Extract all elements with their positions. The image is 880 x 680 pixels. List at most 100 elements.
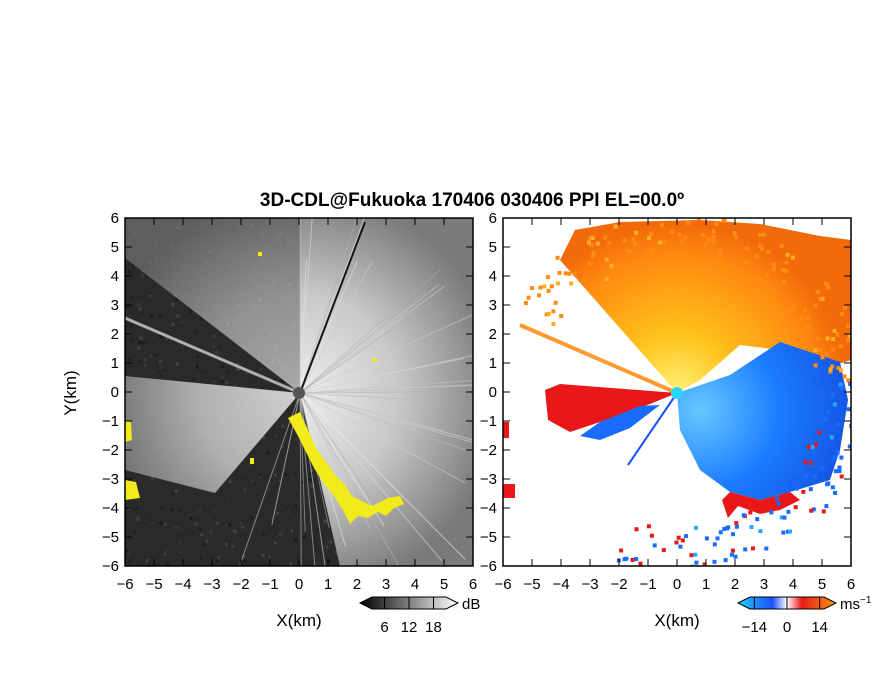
noise-pixel xyxy=(197,501,201,505)
noise-pixel xyxy=(154,353,158,357)
x-tick-label: 6 xyxy=(847,576,855,593)
noise-pixel xyxy=(137,346,140,350)
noise-pixel xyxy=(228,523,231,527)
noise-pixel xyxy=(227,370,231,374)
noise-pixel xyxy=(127,358,131,362)
velocity-speckle xyxy=(794,486,799,491)
noise-pixel xyxy=(179,509,183,513)
noise-pixel xyxy=(309,472,313,476)
noise-pixel xyxy=(125,549,129,553)
velocity-speckle xyxy=(749,525,754,529)
noise-pixel xyxy=(127,270,131,274)
velocity-speckle xyxy=(843,305,847,310)
noise-pixel xyxy=(176,362,180,366)
velocity-speckle xyxy=(764,546,769,551)
velocity-speckle xyxy=(717,253,722,258)
noise-pixel xyxy=(136,488,140,491)
velocity-speckle xyxy=(812,475,817,480)
noise-pixel xyxy=(281,424,285,428)
noise-pixel xyxy=(217,378,221,381)
y-tick-label: −5 xyxy=(102,529,119,546)
x-tick-label: 1 xyxy=(702,576,710,593)
noise-pixel xyxy=(215,350,219,354)
velocity-speckle xyxy=(634,557,639,561)
noise-pixel xyxy=(243,488,247,492)
velocity-speckle xyxy=(614,268,619,273)
noise-pixel xyxy=(143,363,147,367)
y-tick-label: −1 xyxy=(480,413,497,430)
velocity-speckle xyxy=(722,526,727,531)
velocity-colorbar: −14 0 14 ms−1 xyxy=(736,595,872,636)
x-tick-label: −5 xyxy=(523,576,540,593)
velocity-speckle xyxy=(806,444,811,449)
reflectivity-blocked-ray xyxy=(299,221,366,394)
y-tick-label: 6 xyxy=(111,210,119,227)
y-tick-label: 0 xyxy=(111,384,119,401)
velocity-speckle xyxy=(637,568,641,572)
x-tick-label: 2 xyxy=(353,576,361,593)
velocity-speckle xyxy=(646,249,651,254)
y-tick-label: 4 xyxy=(489,268,497,285)
velocity-speckle xyxy=(781,530,786,535)
noise-pixel xyxy=(273,473,277,477)
velocity-speckle xyxy=(835,450,840,455)
velocity-speckle xyxy=(694,560,699,565)
noise-pixel xyxy=(159,366,163,370)
y-tick-label: −5 xyxy=(480,529,497,546)
velocity-speckle xyxy=(660,223,664,228)
velocity-speckle xyxy=(793,505,798,510)
velocity-speckle xyxy=(847,444,851,449)
noise-pixel xyxy=(318,560,321,564)
echo-ray xyxy=(299,392,400,566)
velocity-speckle xyxy=(696,218,701,221)
noise-pixel xyxy=(212,380,216,383)
radar-site-left xyxy=(293,387,305,399)
noise-pixel xyxy=(138,360,142,364)
echo-ray xyxy=(299,392,466,484)
velocity-speckle xyxy=(734,235,739,240)
velocity-streak-south xyxy=(627,392,678,466)
noise-pixel xyxy=(241,525,245,529)
velocity-speckle xyxy=(820,466,825,471)
velocity-speckle xyxy=(680,538,685,543)
velocity-speckle xyxy=(855,339,859,343)
velocity-speckle xyxy=(813,363,818,368)
noise-pixel xyxy=(266,451,270,455)
velocity-speckle xyxy=(704,536,709,541)
velocity-speckle xyxy=(804,474,809,479)
noise-pixel xyxy=(232,529,236,533)
velocity-speckle xyxy=(808,461,813,465)
velocity-speckle xyxy=(734,524,739,529)
echo-ray xyxy=(299,302,431,394)
noise-pixel xyxy=(258,473,262,477)
noise-pixel xyxy=(225,381,229,385)
noise-pixel xyxy=(196,320,200,324)
velocity-speckle xyxy=(849,423,851,428)
noise-pixel xyxy=(329,540,333,544)
noise-pixel xyxy=(273,434,277,438)
velocity-speckle xyxy=(755,517,760,522)
velocity-speckle xyxy=(837,465,842,470)
noise-pixel xyxy=(141,274,145,278)
echo-ray xyxy=(299,218,313,394)
noise-pixel xyxy=(150,518,154,522)
velocity-speckle xyxy=(717,259,722,264)
noise-pixel xyxy=(256,550,260,554)
velocity-colorbar-ticks: −14 0 14 xyxy=(742,597,828,636)
noise-pixel xyxy=(275,377,279,381)
noise-pixel xyxy=(159,506,163,510)
echo-ray xyxy=(299,283,440,394)
velocity-speckle xyxy=(590,254,595,259)
y-tick-label: 2 xyxy=(489,326,497,343)
velocity-speckle xyxy=(711,234,716,239)
velocity-speckle xyxy=(712,542,717,547)
velocity-speckles xyxy=(523,218,859,572)
velocity-speckle xyxy=(782,515,787,520)
velocity-speckle xyxy=(825,482,830,487)
x-tick-label: −6 xyxy=(494,576,511,593)
noise-pixel xyxy=(287,510,291,514)
echo-ray xyxy=(299,392,382,515)
velocity-speckle xyxy=(842,374,847,379)
velocity-speckle xyxy=(563,271,568,276)
noise-pixel xyxy=(211,377,215,381)
